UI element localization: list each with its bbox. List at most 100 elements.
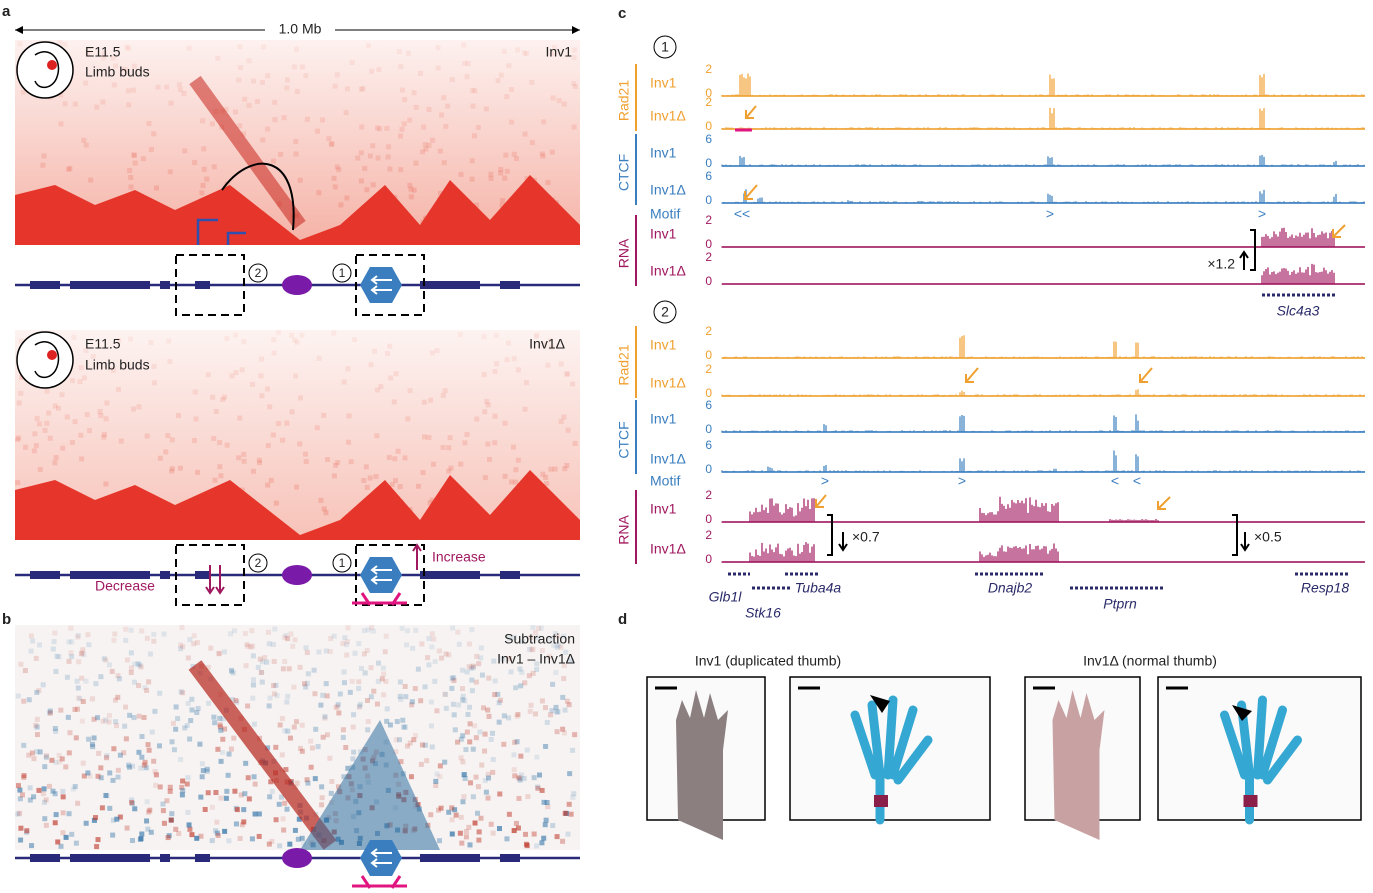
subtraction-pixel xyxy=(100,718,106,724)
subtraction-pixel xyxy=(542,705,548,711)
subtraction-pixel xyxy=(202,806,208,812)
heatmap-pixel xyxy=(458,171,464,177)
heatmap-pixel xyxy=(334,164,340,170)
subtraction-pixel xyxy=(208,645,214,651)
subtraction-pixel xyxy=(18,661,24,667)
heatmap-diagonal xyxy=(15,470,580,540)
axis-tick: 6 xyxy=(705,132,712,146)
axis-tick: 0 xyxy=(705,386,712,400)
subtraction-pixel xyxy=(273,817,279,823)
gene-exon xyxy=(160,281,170,289)
heatmap-pixel xyxy=(367,475,373,481)
subtraction-pixel xyxy=(486,675,492,681)
subtraction-pixel xyxy=(52,791,58,797)
heatmap-pixel xyxy=(423,146,429,152)
heatmap-pixel xyxy=(550,95,556,101)
subtraction-pixel xyxy=(67,730,73,736)
subtraction-pixel xyxy=(228,667,234,673)
subtraction-pixel xyxy=(488,736,494,742)
track-name: Inv1 xyxy=(650,501,677,517)
heatmap-pixel xyxy=(163,449,169,455)
subtraction-pixel xyxy=(211,714,217,720)
subtraction-pixel xyxy=(161,820,167,826)
heatmap-pixel xyxy=(237,415,243,421)
subtraction-pixel xyxy=(151,631,157,637)
heatmap-pixel xyxy=(212,477,218,483)
heatmap-pixel xyxy=(492,368,498,374)
subtraction-pixel xyxy=(129,800,135,806)
heatmap-pixel xyxy=(291,64,297,70)
heatmap-pixel xyxy=(503,152,509,158)
subtraction-pixel xyxy=(475,784,481,790)
subtraction-pixel xyxy=(109,668,115,674)
subtraction-pixel xyxy=(449,685,455,691)
heatmap-pixel xyxy=(358,86,364,92)
subtraction-pixel xyxy=(460,733,466,739)
heatmap-pixel xyxy=(572,440,578,446)
subtraction-pixel xyxy=(216,650,222,656)
heatmap-pixel xyxy=(562,466,568,472)
subtraction-pixel xyxy=(66,750,72,756)
subtraction-pixel xyxy=(514,713,520,719)
gene-exon xyxy=(500,854,520,862)
gene-exon xyxy=(30,854,60,862)
gene-exon xyxy=(195,571,210,579)
subtraction-pixel xyxy=(506,656,512,662)
subtraction-pixel xyxy=(554,633,560,639)
heatmap-pixel xyxy=(422,142,428,148)
callout-arrows xyxy=(744,105,1346,238)
heatmap-diagonal xyxy=(15,175,580,245)
subtraction-pixel xyxy=(433,778,439,784)
subtraction-pixel xyxy=(496,719,502,725)
heatmap-pixel xyxy=(572,47,578,53)
heatmap-pixel xyxy=(146,120,152,126)
subtraction-pixel xyxy=(184,781,190,787)
subtraction-pixel xyxy=(514,739,520,745)
heatmap-pixel xyxy=(534,332,540,338)
subtraction-pixel xyxy=(259,669,265,675)
tissue: Limb buds xyxy=(85,64,150,80)
fold-change: ×1.2 xyxy=(1207,256,1235,272)
subtraction-pixel xyxy=(566,801,572,807)
centromere-bead xyxy=(282,565,312,585)
heatmap-pixel xyxy=(360,86,366,92)
heatmap-pixel xyxy=(62,101,68,107)
subtraction-pixel xyxy=(381,692,387,698)
heatmap-pixel xyxy=(132,152,138,158)
subtraction-pixel xyxy=(336,784,342,790)
subtraction-pixel xyxy=(461,772,467,778)
subtraction-pixel xyxy=(572,732,578,738)
heatmap-pixel xyxy=(485,441,491,447)
subtraction-pixel xyxy=(63,764,69,770)
heatmap-pixel xyxy=(481,334,487,340)
heatmap-pixel xyxy=(386,454,392,460)
subtraction-pixel xyxy=(305,780,311,786)
heatmap-pixel xyxy=(315,128,321,134)
subtraction-pixel xyxy=(175,716,181,722)
subtraction-pixel xyxy=(144,818,150,824)
subtraction-pixel xyxy=(15,783,21,789)
heatmap-pixel xyxy=(223,107,229,113)
subtraction-pixel xyxy=(485,707,491,713)
subtraction-pixel xyxy=(83,820,89,826)
subtraction-pixel xyxy=(103,755,109,761)
heatmap-pixel xyxy=(344,86,350,92)
subtraction-pixel xyxy=(400,717,406,723)
subtraction-pixel xyxy=(501,741,507,747)
heatmap-pixel xyxy=(169,468,175,474)
heatmap-pixel xyxy=(387,166,393,172)
subtraction-pixel xyxy=(149,729,155,735)
subtraction-pixel xyxy=(442,691,448,697)
subtraction-pixel xyxy=(264,659,270,665)
subtraction-pixel xyxy=(412,686,418,692)
subtraction-pixel xyxy=(449,805,455,811)
subtraction-pixel xyxy=(173,726,179,732)
subtraction-pixel xyxy=(265,745,271,751)
subtraction-pixel xyxy=(550,823,556,829)
subtraction-pixel xyxy=(56,654,62,660)
subtraction-pixel xyxy=(357,703,363,709)
subtraction-pixel xyxy=(15,693,21,699)
subtraction-pixel xyxy=(455,739,461,745)
heatmap-pixel xyxy=(358,150,364,156)
heatmap-pixel xyxy=(462,60,468,66)
